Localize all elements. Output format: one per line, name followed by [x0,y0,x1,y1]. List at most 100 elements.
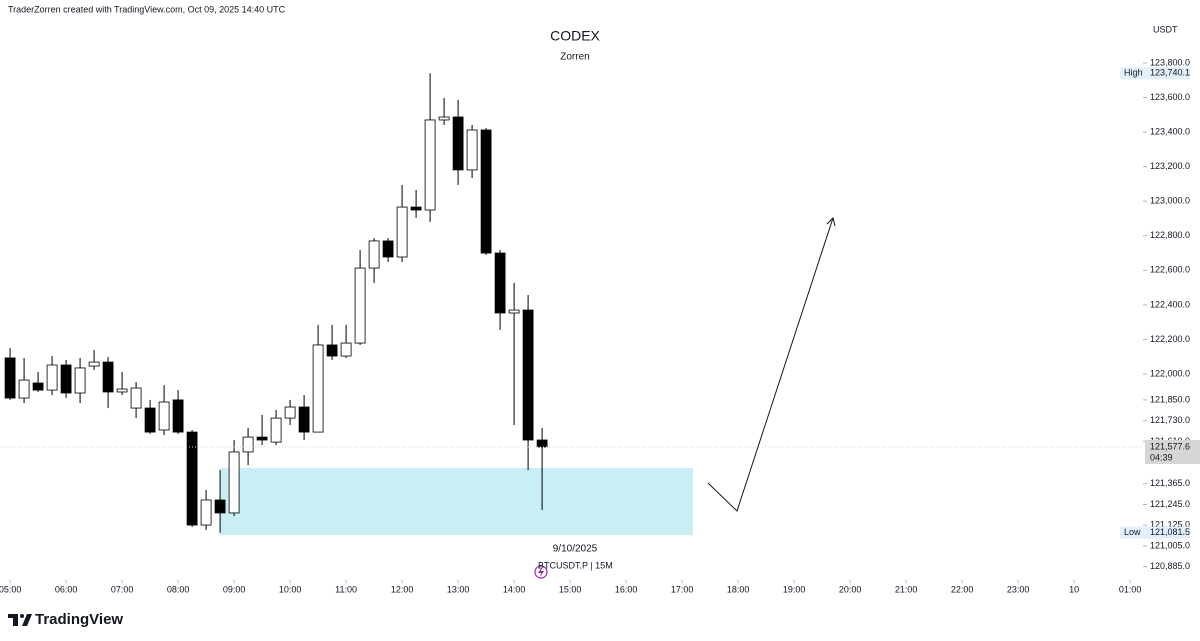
candle-body-up [424,119,436,211]
candle-body-up [18,379,30,399]
y-tick-label: 123,200.0 [1150,161,1190,171]
y-tick-label: 123,000.0 [1150,196,1190,206]
y-tick-label: 123,400.0 [1150,126,1190,136]
attribution: TraderZorren created with TradingView.co… [8,4,286,14]
candle-body-up [228,451,240,514]
candle-body-down [32,382,44,391]
candle-body-up [158,401,170,431]
y-tick-label: 121,245.0 [1150,499,1190,509]
candle-body-up [396,206,408,258]
chart-title: CODEX [550,28,600,44]
y-tick-label: 122,200.0 [1150,334,1190,344]
candle-body-down [522,309,534,441]
demand-zone [220,468,693,535]
candle-body-up [466,129,478,171]
candle-body-up [242,436,254,453]
y-tick-label: 122,600.0 [1150,265,1190,275]
candle-body-up [130,387,142,409]
x-tick-label: 13:00 [447,584,470,594]
candle-body-up [116,388,128,393]
candle-body-down [144,407,156,433]
candle-body-up [88,361,100,367]
candle-body-down [298,406,310,433]
x-tick-label: 09:00 [223,584,246,594]
x-tick-label: 19:00 [783,584,806,594]
x-tick-label: 01:00 [1119,584,1142,594]
x-tick-label: 14:00 [503,584,526,594]
x-tick-label: 10 [1069,584,1079,594]
arrow-head [826,217,836,227]
candle-body-down [452,116,464,171]
x-tick-label: 15:00 [559,584,582,594]
x-tick-label: 16:00 [615,584,638,594]
x-tick-label: 07:00 [111,584,134,594]
series-label: BTCUSDT.P | 15M [538,560,613,570]
candle-body-down [326,344,338,357]
last-price-tag [1145,440,1200,465]
y-tick-label: 123,800.0 [1150,57,1190,67]
price-marker-value: 123,740.1 [1150,68,1190,78]
candle-body-up [438,116,450,121]
price-marker-tag [1120,67,1190,80]
y-tick-label: 121,850.0 [1150,394,1190,404]
price-marker-name: High [1124,68,1143,78]
candle-body-down [4,357,16,399]
candle-body-up [284,406,296,419]
candle-body-down [172,399,184,433]
y-tick-label: 120,885.0 [1150,561,1190,571]
price-marker-tag [1120,526,1190,539]
y-tick-label: 122,000.0 [1150,368,1190,378]
event-icon-bolt [538,567,544,577]
x-tick-label: 21:00 [895,584,918,594]
candle-body-down [102,361,114,393]
candle-body-up [200,499,212,526]
candle-body-up [508,309,520,314]
price-marker-name: Low [1124,527,1141,537]
x-tick-label: 23:00 [1007,584,1030,594]
candle-body-down [410,206,422,211]
x-tick-label: 18:00 [727,584,750,594]
candle-body-down [214,499,226,514]
price-marker-value: 121,081.5 [1150,527,1190,537]
candle-body-down [494,252,506,314]
candle-body-down [480,129,492,254]
y-tick-label: 123,600.0 [1150,92,1190,102]
countdown-label: 04:39 [1150,452,1173,462]
logo-icon [8,614,32,626]
y-tick-label: 121,125.0 [1150,520,1190,530]
candle-body-up [340,342,352,357]
candle-body-up [312,344,324,433]
projection-arrow [707,217,834,512]
candle-body-down [256,436,268,441]
x-tick-label: 05:00 [0,584,21,594]
x-tick-label: 11:00 [335,584,357,594]
currency-label: USDT [1153,24,1178,34]
candle-body-down [60,364,72,394]
y-tick-label: 121,005.0 [1150,540,1190,550]
candle-body-up [74,367,86,394]
x-tick-label: 10:00 [279,584,302,594]
y-tick-label: 121,365.0 [1150,478,1190,488]
y-tick-label: 121,730.0 [1150,415,1190,425]
last-price-label: 121,577.6 [1150,441,1190,451]
logo-text: TradingView [35,611,123,628]
candle-body-down [382,240,394,258]
candle-body-up [368,240,380,269]
candle-body-down [536,439,548,448]
y-tick-label: 122,800.0 [1150,230,1190,240]
x-tick-label: 06:00 [55,584,78,594]
x-tick-label: 08:00 [167,584,190,594]
chart-subtitle: Zorren [560,52,589,63]
y-tick-label: 122,400.0 [1150,299,1190,309]
x-tick-label: 22:00 [951,584,974,594]
candle-body-up [46,364,58,391]
candle-body-up [354,267,366,344]
candle-body-down [186,431,198,526]
candle-body-up [270,417,282,443]
x-tick-label: 17:00 [671,584,694,594]
x-tick-label: 20:00 [839,584,862,594]
date-label: 9/10/2025 [553,544,598,555]
x-tick-label: 12:00 [391,584,414,594]
